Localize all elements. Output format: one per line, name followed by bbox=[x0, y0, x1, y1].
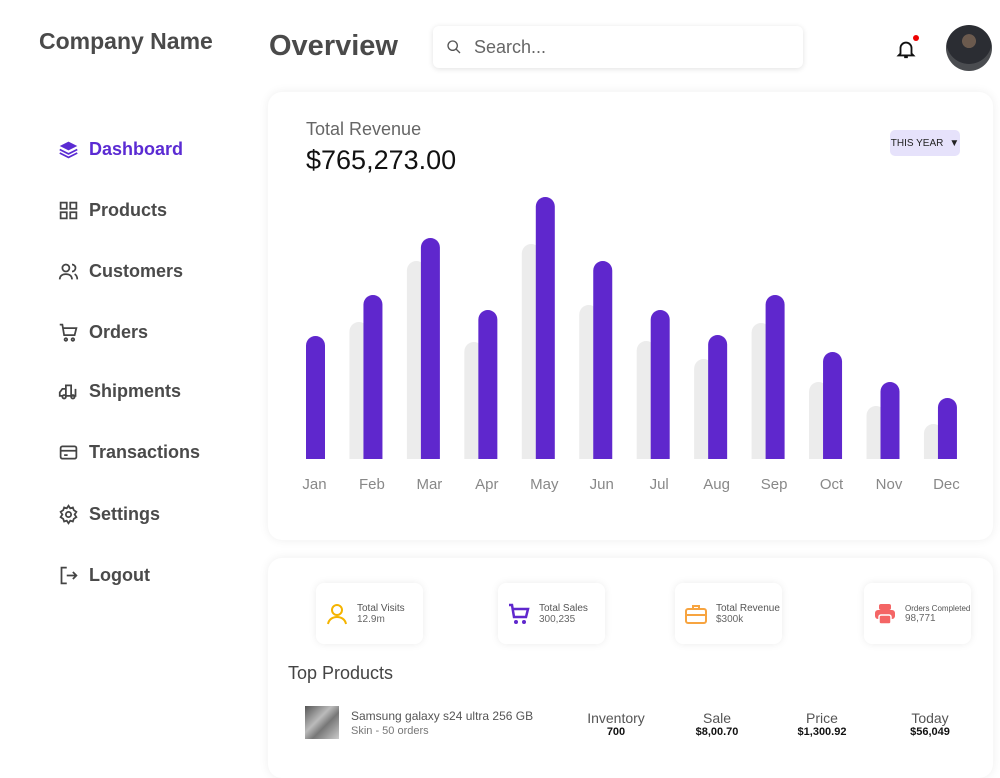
sidebar-item-label: Orders bbox=[89, 322, 149, 342]
truck-icon bbox=[58, 384, 77, 400]
today-column: Today $56,049 bbox=[880, 710, 980, 738]
sidebar-item-customers[interactable]: Customers bbox=[58, 261, 183, 282]
sidebar-item-label: Settings bbox=[89, 504, 161, 524]
caret-down-icon: ▼ bbox=[949, 137, 960, 149]
month-label: Feb bbox=[359, 476, 385, 493]
stat-label: Orders Completed bbox=[905, 603, 971, 613]
product-image bbox=[305, 706, 339, 739]
sidebar-item-label: Logout bbox=[89, 565, 150, 585]
month-label: May bbox=[530, 476, 559, 493]
user-icon bbox=[327, 603, 347, 624]
revenue-label: Total Revenue bbox=[306, 119, 422, 139]
users-icon bbox=[58, 263, 79, 280]
sidebar-item-dashboard[interactable]: Dashboard bbox=[58, 139, 183, 160]
bell-icon bbox=[896, 41, 916, 59]
month-label: Mar bbox=[416, 476, 443, 493]
revenue-chart bbox=[306, 197, 957, 460]
revenue-card bbox=[268, 92, 993, 540]
stat-card[interactable]: Orders Completed 98,771 bbox=[864, 583, 971, 644]
stat-value: 300,235 bbox=[539, 613, 576, 625]
month-label: Nov bbox=[875, 476, 903, 493]
sidebar-item-shipments[interactable]: Shipments bbox=[58, 381, 181, 402]
inventory-label: Inventory bbox=[587, 710, 645, 726]
inventory-column: Inventory 700 bbox=[566, 710, 666, 738]
cart-icon bbox=[509, 603, 530, 624]
bar-current-mar bbox=[420, 238, 440, 459]
month-label: Sep bbox=[760, 476, 788, 493]
notification-dot bbox=[913, 35, 919, 41]
period-dropdown[interactable]: THIS YEAR ▼ bbox=[890, 130, 960, 156]
stat-value: $300k bbox=[716, 613, 744, 625]
briefcase-icon bbox=[685, 604, 707, 624]
sidebar-item-products[interactable]: Products bbox=[58, 200, 167, 221]
stat-card[interactable]: Total Sales 300,235 bbox=[498, 583, 605, 644]
period-label: THIS YEAR bbox=[890, 137, 944, 149]
price-value: $1,300.92 bbox=[797, 726, 847, 738]
sidebar-item-transactions[interactable]: Transactions bbox=[58, 442, 200, 463]
top-products-title: Top Products bbox=[288, 663, 394, 683]
bar-current-aug bbox=[708, 335, 728, 459]
sidebar-item-label: Shipments bbox=[89, 381, 182, 401]
sale-value: $8,00.70 bbox=[695, 726, 739, 738]
gear-icon bbox=[59, 504, 78, 525]
printer-icon bbox=[875, 603, 895, 625]
search-input[interactable] bbox=[474, 36, 774, 58]
cart-icon bbox=[59, 323, 78, 342]
bar-current-apr bbox=[478, 310, 498, 459]
month-label: Jul bbox=[649, 476, 669, 493]
today-value: $56,049 bbox=[910, 726, 950, 738]
avatar[interactable] bbox=[946, 25, 992, 71]
month-label: Jun bbox=[589, 476, 614, 493]
product-name: Samsung galaxy s24 ultra 256 GB bbox=[351, 709, 534, 723]
month-label: Dec bbox=[933, 476, 960, 493]
sidebar-item-orders[interactable]: Orders bbox=[58, 322, 148, 343]
sidebar-item-label: Products bbox=[89, 200, 168, 220]
bar-current-nov bbox=[880, 382, 900, 459]
sidebar-item-logout[interactable]: Logout bbox=[58, 565, 150, 586]
grid-icon bbox=[59, 201, 78, 220]
sidebar-item-label: Customers bbox=[89, 261, 184, 281]
bar-current-feb bbox=[363, 295, 383, 459]
bar-current-may bbox=[535, 197, 555, 460]
logout-icon bbox=[60, 566, 78, 585]
sidebar-item-label: Transactions bbox=[89, 442, 201, 462]
sidebar-item-settings[interactable]: Settings bbox=[58, 504, 160, 525]
month-label: Apr bbox=[475, 476, 499, 493]
page-title: Overview bbox=[269, 30, 398, 62]
stat-label: Total Sales bbox=[539, 602, 588, 614]
price-column: Price $1,300.92 bbox=[772, 710, 872, 738]
stat-value: 12.9m bbox=[357, 613, 385, 625]
sale-column: Sale $8,00.70 bbox=[667, 710, 767, 738]
stat-card[interactable]: Total Visits 12.9m bbox=[316, 583, 423, 644]
bar-current-jun bbox=[593, 261, 613, 459]
bar-current-sep bbox=[765, 295, 785, 459]
bar-current-jul bbox=[650, 310, 670, 459]
stat-label: Total Visits bbox=[357, 602, 405, 614]
bar-current-dec bbox=[937, 398, 957, 459]
bar-current-jan bbox=[306, 336, 325, 459]
search-icon bbox=[447, 40, 461, 54]
month-label: Oct bbox=[819, 476, 844, 493]
month-label: Aug bbox=[703, 476, 730, 493]
inventory-value: 700 bbox=[606, 726, 626, 738]
company-name: Company Name bbox=[39, 28, 213, 54]
stat-card[interactable]: Total Revenue $300k bbox=[675, 583, 782, 644]
search-bar[interactable] bbox=[433, 26, 803, 68]
sidebar-item-label: Dashboard bbox=[89, 139, 184, 159]
stat-value: 98,771 bbox=[905, 612, 936, 624]
revenue-value: $765,273.00 bbox=[306, 145, 457, 175]
layers-icon bbox=[59, 141, 78, 159]
notification-button[interactable] bbox=[895, 35, 919, 61]
product-sub: Skin - 50 orders bbox=[351, 725, 429, 737]
bar-current-oct bbox=[823, 352, 843, 459]
card-icon bbox=[59, 445, 78, 460]
today-label: Today bbox=[911, 710, 949, 726]
month-label: Jan bbox=[302, 476, 327, 493]
sale-label: Sale bbox=[702, 710, 732, 726]
price-label: Price bbox=[806, 710, 838, 726]
stat-label: Total Revenue bbox=[716, 602, 780, 614]
